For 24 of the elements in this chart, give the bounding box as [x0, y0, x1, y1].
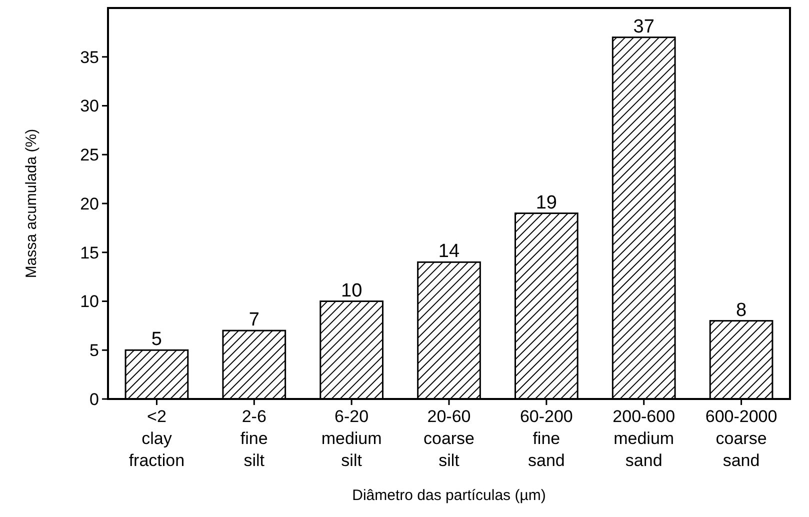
x-tick-label: 60-200 fine sand [520, 407, 573, 470]
x-tick-label: 2-6 fine silt [240, 407, 268, 470]
y-tick-label: 15 [80, 243, 99, 262]
y-tick-label: 20 [80, 194, 99, 214]
y-tick-label: 5 [90, 341, 99, 360]
data-label: 5 [151, 329, 162, 350]
data-label: 14 [438, 241, 460, 262]
data-label: 10 [341, 280, 362, 302]
data-label: 7 [248, 310, 260, 331]
x-tick-label: 20-60 coarse silt [423, 407, 475, 470]
y-tick-label: 30 [80, 96, 99, 116]
x-tick-label: 600-2000 coarse sand [705, 407, 778, 470]
y-tick-label: 0 [90, 390, 99, 409]
x-tick-label: 6-20 medium silt [321, 407, 382, 470]
data-label: 37 [633, 16, 654, 38]
y-tick-label: 25 [80, 146, 99, 165]
x-tick-label: 200-600 medium sand [612, 407, 676, 470]
y-axis-title: Massa acumulada (%) [23, 128, 40, 278]
y-tick-label: 35 [80, 48, 99, 67]
y-tick-label: 10 [80, 292, 99, 312]
x-tick-label: <2 clay fraction [128, 407, 185, 470]
x-axis-title: Diâmetro das partículas (µm) [352, 487, 546, 504]
data-label: 19 [536, 192, 557, 214]
data-label: 8 [736, 300, 747, 321]
